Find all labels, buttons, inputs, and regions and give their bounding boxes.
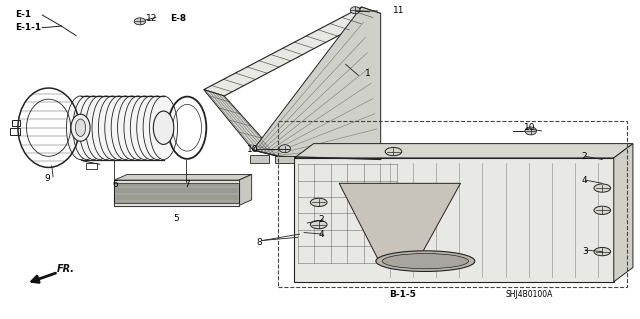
Ellipse shape [111,96,140,160]
Ellipse shape [99,96,127,160]
Text: 6: 6 [113,181,118,189]
Text: 3: 3 [582,247,588,256]
Ellipse shape [105,96,133,160]
Ellipse shape [92,96,120,160]
Polygon shape [614,144,633,282]
Text: 4: 4 [318,230,324,239]
Polygon shape [204,7,381,96]
Ellipse shape [124,96,152,160]
Ellipse shape [154,111,173,145]
Text: 9: 9 [44,174,50,183]
Polygon shape [253,7,381,160]
Circle shape [310,220,327,229]
Text: 8: 8 [256,238,262,247]
Polygon shape [294,144,633,158]
Ellipse shape [350,7,360,14]
Ellipse shape [279,145,291,153]
Text: 2: 2 [582,152,588,161]
Ellipse shape [86,96,114,160]
Bar [294,158,614,282]
Text: 10: 10 [524,123,536,132]
Bar [12,121,20,126]
Polygon shape [204,90,278,156]
Text: 10: 10 [246,145,258,154]
Text: FR.: FR. [57,264,75,274]
Bar [10,128,20,135]
Circle shape [594,248,611,256]
Circle shape [594,206,611,214]
Text: SHJ4B0100A: SHJ4B0100A [505,290,552,299]
Text: 12: 12 [147,14,157,23]
Ellipse shape [131,96,159,160]
Circle shape [385,147,402,156]
Text: 4: 4 [582,176,588,185]
Ellipse shape [137,96,165,160]
Ellipse shape [73,96,101,160]
Ellipse shape [376,251,475,271]
Text: 7: 7 [184,181,189,189]
Text: E-1-1: E-1-1 [15,23,41,32]
Ellipse shape [143,96,172,160]
Bar [115,180,239,183]
Ellipse shape [67,96,95,160]
Circle shape [310,198,327,206]
Text: 5: 5 [173,214,179,223]
Ellipse shape [76,119,86,137]
Ellipse shape [71,114,90,141]
Text: 11: 11 [394,6,405,15]
Polygon shape [115,174,252,180]
Text: E-1: E-1 [15,11,31,19]
Ellipse shape [525,127,536,135]
Ellipse shape [79,96,108,160]
Bar [115,180,239,205]
Circle shape [594,184,611,192]
Text: B-1-5: B-1-5 [389,290,416,299]
Text: E-8: E-8 [170,14,186,23]
Bar [86,163,97,169]
Bar [275,156,294,163]
Text: 2: 2 [318,215,324,224]
Ellipse shape [382,254,468,269]
Bar [250,155,269,163]
Ellipse shape [150,96,177,160]
Polygon shape [239,174,252,205]
Ellipse shape [118,96,146,160]
Bar [115,203,239,205]
Polygon shape [339,183,461,264]
Bar [278,122,627,286]
Text: 1: 1 [365,69,371,78]
Ellipse shape [134,18,146,25]
